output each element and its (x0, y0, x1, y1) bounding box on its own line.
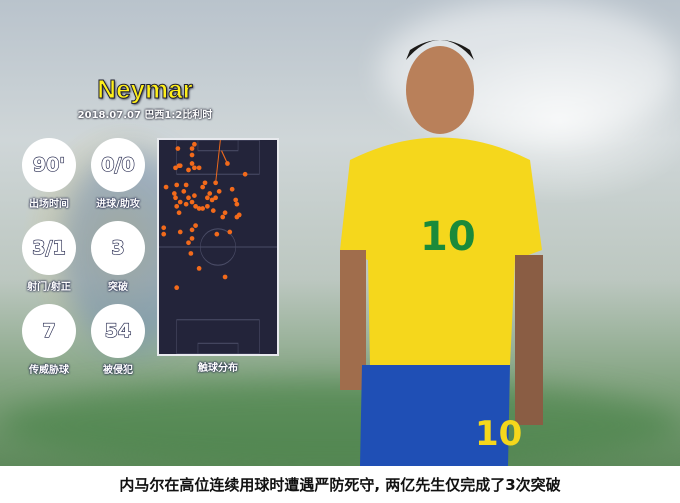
stat-goals-assists: 0/0 进球/助攻 (91, 138, 145, 210)
touch-point (173, 165, 178, 171)
touch-point (174, 203, 180, 209)
touch-point (229, 186, 235, 192)
touch-point (207, 191, 213, 196)
stat-value: 54 (91, 304, 145, 358)
player-arm-right (515, 255, 543, 425)
touch-point (174, 285, 180, 291)
stat-label: 出场时间 (29, 199, 69, 210)
touch-point (210, 208, 216, 213)
touch-point (196, 266, 202, 271)
touch-line (215, 140, 221, 183)
touch-point (176, 210, 182, 216)
stat-label: 传威胁球 (29, 365, 69, 376)
touch-point (200, 206, 206, 211)
player-arm-left (340, 250, 366, 390)
touch-point (161, 231, 167, 237)
stat-value: 7 (22, 304, 76, 358)
touch-point (163, 184, 169, 190)
touch-point (193, 223, 198, 228)
touch-point (189, 199, 195, 205)
touch-point (181, 189, 187, 194)
touch-point (216, 189, 222, 194)
touch-point (200, 184, 206, 190)
touch-point (192, 141, 197, 147)
player-figure: 10 10 (340, 40, 543, 466)
touch-point (242, 171, 248, 177)
touch-point (186, 167, 191, 173)
top-goal-box (197, 140, 239, 152)
player-shirt (340, 137, 542, 365)
player-name: Neymar (97, 74, 193, 105)
touch-map (157, 138, 279, 356)
center-circle (200, 228, 236, 266)
touch-point (213, 180, 218, 186)
touch-point (233, 197, 239, 203)
stat-key-passes: 7 传威胁球 (22, 304, 76, 376)
touch-point (205, 195, 210, 201)
caption: 内马尔在高位连续用球时遭遇严防死守, 两亿先生仅完成了3次突破 (119, 476, 561, 494)
shorts-number: 10 (475, 414, 522, 454)
match-info: 2018.07.07 巴西1:2比利时 (77, 110, 213, 121)
touch-point (189, 146, 195, 151)
touch-point (171, 191, 177, 196)
touch-point (213, 195, 218, 201)
stat-label: 突破 (108, 282, 128, 293)
touch-point (161, 225, 167, 231)
touch-point (186, 240, 191, 246)
stat-value: 90' (22, 138, 76, 192)
stat-value: 3 (91, 221, 145, 275)
touch-point (225, 161, 230, 166)
top-penalty-box (176, 140, 260, 175)
touch-point (222, 210, 228, 216)
touch-map-label: 触球分布 (198, 363, 238, 374)
stat-fouled: 54 被侵犯 (91, 304, 145, 376)
grass-blur (0, 380, 680, 466)
touch-point (183, 201, 189, 207)
touch-point (196, 165, 202, 171)
touch-point (177, 199, 183, 205)
stat-value: 0/0 (91, 138, 145, 192)
touch-point (189, 227, 195, 233)
touch-point (234, 214, 240, 220)
touch-line (221, 150, 228, 165)
bottom-goal-box (197, 342, 239, 354)
touch-point (176, 163, 182, 169)
stat-value: 3/1 (22, 221, 76, 275)
touch-map-svg (159, 140, 277, 354)
touch-point (177, 229, 183, 235)
touch-point (189, 161, 195, 166)
touch-point (183, 182, 189, 188)
touch-point (193, 203, 198, 209)
touch-point (174, 182, 180, 188)
touch-point (220, 214, 226, 220)
touch-point (202, 180, 208, 186)
stat-label: 射门/射正 (27, 282, 71, 293)
stat-label: 被侵犯 (103, 365, 133, 376)
touch-point (214, 231, 220, 237)
touch-point (205, 203, 210, 209)
touch-point (192, 193, 197, 198)
touch-point (234, 201, 240, 207)
player-hair (406, 40, 474, 60)
touch-point (196, 206, 202, 211)
stat-minutes: 90' 出场时间 (22, 138, 76, 210)
infographic: Neymar 2018.07.07 巴西1:2比利时 90' 出场时间 0/0 进球… (0, 0, 680, 466)
stat-dribbles: 3 突破 (91, 221, 145, 293)
touch-point (175, 146, 181, 151)
touch-point (188, 251, 194, 256)
touch-point (186, 195, 191, 201)
touch-point (227, 229, 233, 235)
touch-point (189, 152, 195, 158)
touch-point (222, 274, 228, 280)
bottom-penalty-box (176, 319, 260, 354)
touch-point (192, 165, 197, 171)
touch-point (173, 195, 178, 201)
stat-label: 进球/助攻 (96, 199, 140, 210)
touch-point (209, 197, 215, 203)
player-head (406, 46, 474, 134)
stat-shots: 3/1 射门/射正 (22, 221, 76, 293)
player-shorts (360, 365, 510, 466)
jersey-number: 10 (420, 214, 476, 260)
touch-point (189, 236, 195, 241)
